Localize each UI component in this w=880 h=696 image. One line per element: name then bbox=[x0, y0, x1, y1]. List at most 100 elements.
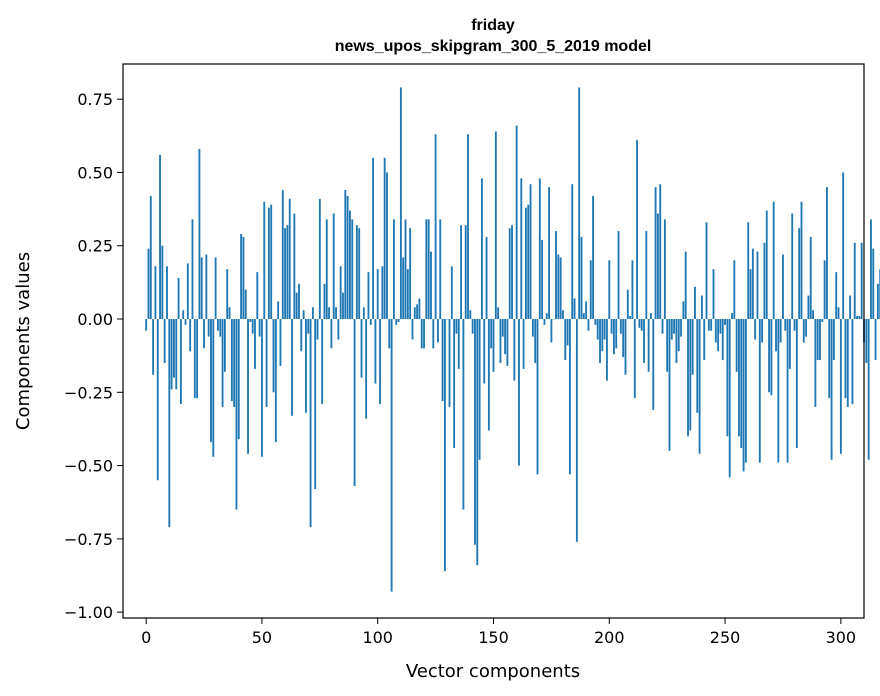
bar-37 bbox=[230, 319, 233, 402]
chart-subtitle: news_upos_skipgram_300_5_2019 model bbox=[335, 38, 652, 55]
bar-152 bbox=[497, 307, 500, 320]
bar-14 bbox=[177, 277, 180, 320]
bar-82 bbox=[335, 307, 337, 320]
bar-217 bbox=[647, 319, 650, 372]
bar-243 bbox=[707, 319, 710, 331]
bar-136 bbox=[460, 225, 463, 320]
y-tick-label: −0.75 bbox=[64, 530, 113, 549]
bar-290 bbox=[816, 319, 819, 361]
bar-216 bbox=[645, 231, 648, 320]
bar-67 bbox=[300, 319, 303, 352]
bar-22 bbox=[196, 319, 199, 399]
bar-117 bbox=[416, 304, 419, 320]
bar-297 bbox=[832, 319, 835, 361]
bar-4 bbox=[154, 266, 157, 320]
bar-16 bbox=[182, 310, 185, 320]
bar-114 bbox=[409, 228, 412, 320]
bar-283 bbox=[800, 201, 803, 320]
bar-28 bbox=[210, 319, 212, 443]
bar-103 bbox=[383, 157, 386, 320]
bar-251 bbox=[726, 319, 729, 437]
bar-186 bbox=[575, 319, 578, 542]
bar-41 bbox=[240, 234, 243, 320]
bar-6 bbox=[159, 154, 161, 320]
bar-90 bbox=[353, 319, 356, 487]
bar-98 bbox=[372, 157, 375, 320]
bar-76 bbox=[321, 319, 324, 405]
x-axis-ticks: 0 50 100 150 200 250 300 bbox=[141, 618, 856, 647]
bar-137 bbox=[462, 319, 465, 510]
bar-92 bbox=[358, 228, 361, 320]
bar-163 bbox=[522, 319, 525, 369]
bar-204 bbox=[617, 231, 620, 320]
bar-249 bbox=[721, 319, 724, 361]
bar-79 bbox=[328, 307, 331, 320]
bar-142 bbox=[474, 319, 476, 545]
bar-32 bbox=[219, 319, 222, 337]
bar-35 bbox=[226, 269, 229, 320]
bar-63 bbox=[291, 319, 293, 416]
bar-193 bbox=[592, 195, 594, 320]
bar-233 bbox=[684, 251, 687, 320]
bar-273 bbox=[777, 319, 780, 463]
bar-229 bbox=[675, 319, 678, 363]
bar-257 bbox=[740, 319, 743, 448]
bar-253 bbox=[731, 313, 733, 320]
bar-199 bbox=[606, 319, 608, 381]
bar-112 bbox=[404, 219, 407, 320]
bar-303 bbox=[846, 319, 849, 407]
bar-56 bbox=[274, 319, 277, 443]
bar-104 bbox=[386, 172, 388, 320]
bar-223 bbox=[661, 319, 664, 334]
x-tick-label: 0 bbox=[141, 628, 151, 647]
bar-172 bbox=[543, 319, 546, 325]
bar-93 bbox=[360, 319, 363, 378]
bar-175 bbox=[550, 319, 553, 343]
bar-222 bbox=[659, 184, 662, 320]
bar-120 bbox=[423, 319, 425, 349]
bar-10 bbox=[168, 319, 171, 528]
bar-300 bbox=[839, 319, 842, 454]
bar-61 bbox=[286, 225, 289, 320]
bar-9 bbox=[166, 266, 168, 320]
bar-208 bbox=[626, 289, 629, 320]
bar-276 bbox=[784, 319, 787, 331]
bar-192 bbox=[589, 260, 592, 320]
bar-153 bbox=[499, 319, 502, 363]
bar-68 bbox=[302, 310, 305, 320]
bar-146 bbox=[483, 319, 486, 384]
bar-89 bbox=[351, 219, 354, 320]
x-tick-label: 100 bbox=[362, 628, 393, 647]
bars-group bbox=[145, 87, 880, 592]
bar-155 bbox=[504, 319, 506, 355]
bar-107 bbox=[393, 219, 395, 320]
bar-74 bbox=[316, 319, 319, 340]
bar-18 bbox=[186, 263, 189, 320]
bar-227 bbox=[670, 319, 673, 340]
bar-241 bbox=[703, 319, 706, 361]
bar-282 bbox=[798, 228, 801, 320]
bar-149 bbox=[490, 319, 493, 349]
bar-291 bbox=[819, 319, 821, 361]
bar-312 bbox=[867, 319, 870, 460]
bar-224 bbox=[663, 219, 666, 320]
bar-203 bbox=[615, 319, 618, 349]
bar-84 bbox=[339, 266, 342, 320]
bar-299 bbox=[837, 307, 840, 320]
bar-245 bbox=[712, 269, 715, 320]
bar-238 bbox=[696, 319, 699, 413]
bar-302 bbox=[844, 319, 847, 399]
bar-316 bbox=[876, 283, 879, 320]
bar-134 bbox=[455, 319, 458, 334]
bar-201 bbox=[610, 319, 613, 334]
bar-174 bbox=[548, 187, 550, 320]
bar-43 bbox=[244, 289, 247, 320]
bar-50 bbox=[261, 319, 263, 457]
bar-191 bbox=[587, 319, 590, 331]
bar-180 bbox=[562, 310, 564, 320]
bar-127 bbox=[439, 219, 442, 320]
y-tick-label: −0.50 bbox=[64, 457, 113, 476]
bar-124 bbox=[432, 319, 435, 349]
bar-206 bbox=[622, 319, 625, 358]
bar-116 bbox=[413, 307, 416, 320]
